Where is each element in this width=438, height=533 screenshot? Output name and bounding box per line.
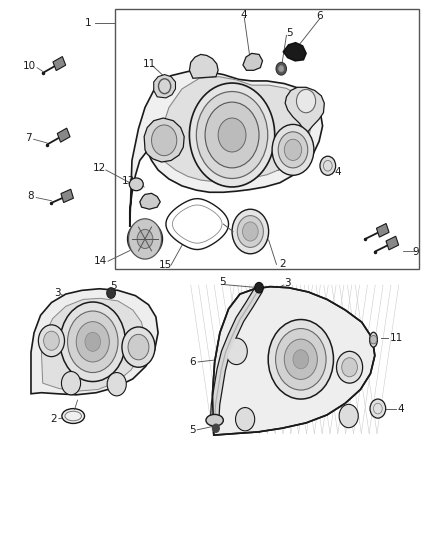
- Circle shape: [122, 327, 155, 367]
- Text: 3: 3: [273, 164, 280, 173]
- Circle shape: [254, 282, 263, 293]
- Text: 1: 1: [85, 18, 92, 28]
- Ellipse shape: [152, 125, 177, 156]
- Circle shape: [272, 124, 314, 175]
- Circle shape: [61, 372, 81, 395]
- Circle shape: [237, 216, 263, 247]
- Circle shape: [67, 311, 118, 373]
- Circle shape: [128, 219, 162, 259]
- Polygon shape: [57, 128, 70, 142]
- Circle shape: [284, 139, 302, 160]
- Circle shape: [205, 102, 259, 168]
- Text: 12: 12: [93, 164, 106, 173]
- Circle shape: [39, 325, 64, 357]
- Text: 9: 9: [413, 247, 419, 257]
- Text: 4: 4: [397, 403, 404, 414]
- Polygon shape: [154, 75, 176, 98]
- Text: 11: 11: [143, 59, 156, 69]
- Polygon shape: [285, 87, 324, 134]
- Circle shape: [85, 332, 101, 351]
- Circle shape: [107, 288, 116, 298]
- Circle shape: [320, 156, 336, 175]
- Polygon shape: [42, 298, 145, 391]
- Circle shape: [370, 399, 386, 418]
- Circle shape: [276, 62, 286, 75]
- Ellipse shape: [127, 221, 162, 257]
- Circle shape: [44, 331, 59, 350]
- Polygon shape: [189, 54, 218, 78]
- Text: 5: 5: [286, 28, 293, 38]
- Polygon shape: [386, 236, 399, 250]
- Circle shape: [279, 66, 284, 72]
- Polygon shape: [130, 71, 322, 227]
- Ellipse shape: [129, 178, 143, 191]
- Circle shape: [137, 229, 153, 248]
- Circle shape: [218, 118, 246, 152]
- Circle shape: [60, 302, 125, 382]
- Text: 10: 10: [23, 61, 36, 71]
- Polygon shape: [140, 193, 160, 209]
- Polygon shape: [376, 223, 389, 237]
- Text: 8: 8: [28, 191, 34, 201]
- Text: 11: 11: [390, 333, 403, 343]
- Text: 4: 4: [241, 10, 247, 20]
- Polygon shape: [156, 77, 312, 182]
- Circle shape: [212, 424, 219, 432]
- Polygon shape: [144, 118, 184, 162]
- Text: 3: 3: [284, 278, 291, 288]
- Text: 2: 2: [50, 414, 57, 424]
- Polygon shape: [212, 287, 375, 435]
- Circle shape: [339, 405, 358, 427]
- Circle shape: [293, 350, 309, 369]
- Bar: [115, 10, 419, 269]
- Text: 4: 4: [334, 167, 341, 177]
- Circle shape: [196, 92, 268, 179]
- Polygon shape: [31, 289, 158, 395]
- Text: 6: 6: [190, 357, 196, 367]
- Text: 2: 2: [279, 260, 286, 269]
- Circle shape: [107, 373, 126, 396]
- Circle shape: [189, 83, 275, 187]
- Circle shape: [268, 319, 333, 399]
- Circle shape: [336, 351, 363, 383]
- Circle shape: [76, 321, 110, 362]
- Circle shape: [284, 339, 318, 379]
- Ellipse shape: [370, 332, 378, 347]
- Circle shape: [276, 328, 326, 390]
- Ellipse shape: [206, 415, 223, 426]
- Ellipse shape: [62, 409, 85, 423]
- Text: 5: 5: [189, 425, 195, 435]
- Circle shape: [243, 222, 258, 241]
- Circle shape: [342, 358, 357, 377]
- Text: 5: 5: [110, 281, 117, 291]
- Circle shape: [128, 334, 149, 360]
- Polygon shape: [53, 56, 66, 70]
- Text: 7: 7: [25, 133, 32, 143]
- Circle shape: [236, 408, 254, 431]
- Circle shape: [278, 132, 308, 168]
- Circle shape: [232, 209, 268, 254]
- Polygon shape: [283, 43, 306, 61]
- Text: 3: 3: [54, 288, 60, 298]
- Text: 13: 13: [122, 175, 135, 185]
- Circle shape: [297, 90, 316, 113]
- Text: 15: 15: [159, 260, 173, 270]
- Text: 14: 14: [94, 256, 107, 266]
- Text: 6: 6: [317, 11, 323, 21]
- Circle shape: [370, 335, 377, 344]
- Text: 5: 5: [219, 277, 226, 287]
- Circle shape: [226, 338, 247, 365]
- Polygon shape: [61, 189, 74, 203]
- Polygon shape: [243, 53, 262, 70]
